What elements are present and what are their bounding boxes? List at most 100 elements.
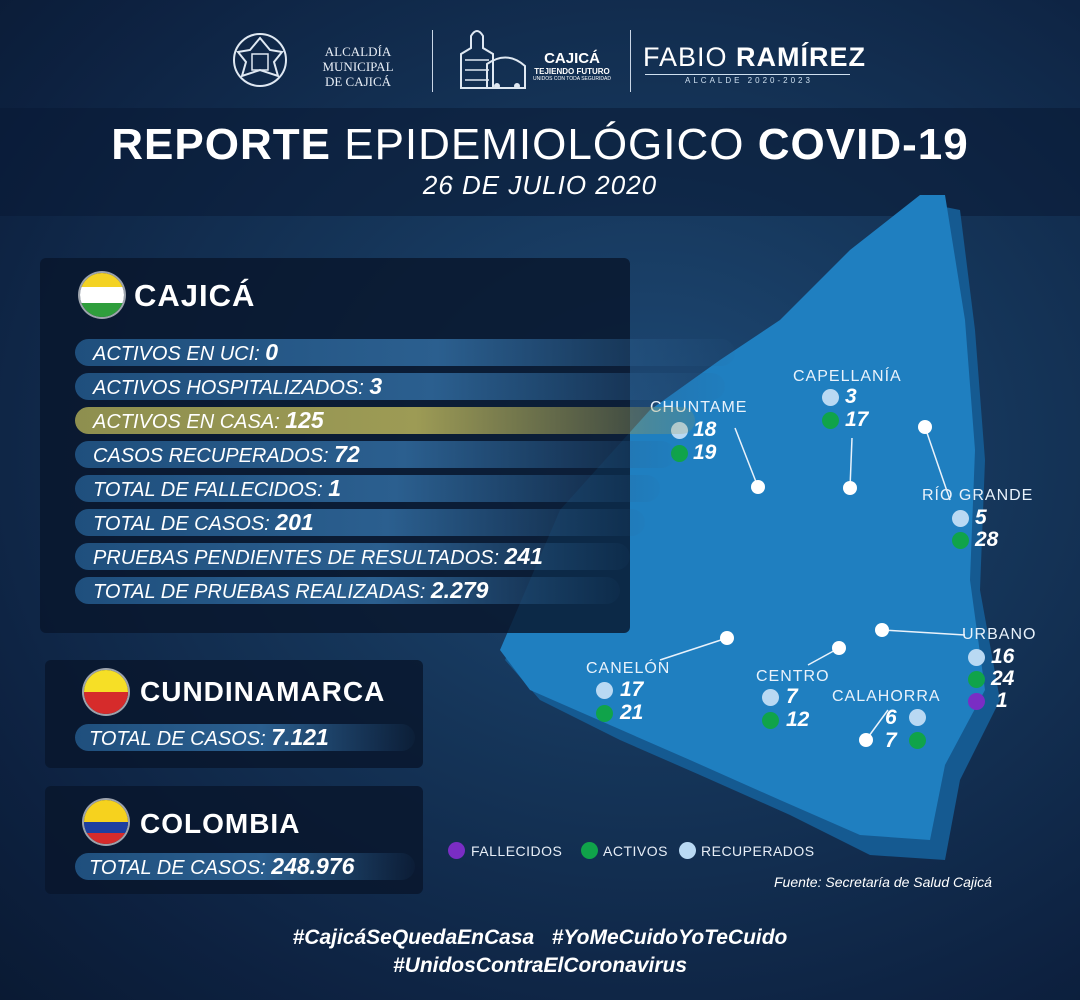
- centro-activos: 12: [786, 708, 810, 731]
- header-divider-2: [630, 30, 631, 92]
- header-divider: [432, 30, 433, 92]
- cajica-brand: CAJICÁ TEJIENDO FUTURO UNIDOS CON TODA S…: [524, 50, 620, 83]
- recuperados-dot: [952, 510, 969, 527]
- map-pin-urbano[interactable]: [875, 623, 889, 637]
- stat-label: ACTIVOS HOSPITALIZADOS:: [93, 377, 364, 399]
- stat-row-pruebas: TOTAL DE PRUEBAS REALIZADAS: 2.279: [75, 577, 620, 604]
- sector-label-urbano: URBANO: [962, 626, 1037, 643]
- stat-value: 0: [265, 339, 279, 365]
- coat-of-arms-icon: [233, 33, 287, 87]
- cajica-flag-icon: [80, 273, 124, 317]
- mayor-last-name: RAMÍREZ: [736, 42, 867, 72]
- map-pin-canelon[interactable]: [720, 631, 734, 645]
- mayor-name: FABIO RAMÍREZ: [643, 42, 866, 73]
- stat-value: 3: [369, 373, 383, 399]
- sector-label-capellania: CAPELLANÍA: [793, 368, 902, 385]
- rio-grande-activos: 28: [975, 528, 999, 551]
- title-band: [0, 108, 1080, 216]
- stat-label: CASOS RECUPERADOS:: [93, 445, 329, 467]
- stat-value: 2.279: [430, 577, 489, 603]
- activos-dot: [968, 671, 985, 688]
- calahorra-recuperados: 6: [885, 706, 897, 729]
- title-part2: EPIDEMIOLÓGICO: [344, 120, 745, 169]
- stat-label: ACTIVOS EN UCI:: [93, 343, 260, 365]
- cajica-brand-name: CAJICÁ: [544, 50, 600, 67]
- canelon-recuperados: 17: [620, 678, 644, 701]
- activos-dot: [671, 445, 688, 462]
- sector-label-rio-grande: RÍO GRANDE: [922, 487, 1034, 504]
- cajica-slogan2: UNIDOS CON TODA SEGURIDAD: [533, 76, 611, 82]
- source-note: Fuente: Secretaría de Salud Cajicá: [774, 874, 992, 890]
- mayor-underline: [645, 74, 850, 75]
- legend-activos-dot: [581, 842, 598, 859]
- stat-label: ACTIVOS EN CASA:: [93, 411, 280, 433]
- cundinamarca-total-row: TOTAL DE CASOS: 7.121: [75, 724, 415, 751]
- hashtags-line1: #CajicáSeQuedaEnCasa #YoMeCuidoYoTeCuido: [0, 926, 1080, 950]
- stat-label: TOTAL DE CASOS:: [89, 857, 266, 879]
- legend-activos: ACTIVOS: [603, 843, 668, 859]
- title-part3: COVID-19: [757, 120, 969, 169]
- alcaldia-logo-text: ALCALDÍA MUNICIPAL DE CAJICÁ: [293, 44, 423, 89]
- colombia-flag-icon: [84, 800, 128, 844]
- recuperados-dot: [909, 709, 926, 726]
- title-part1: REPORTE: [111, 120, 331, 169]
- stat-value: 248.976: [271, 853, 355, 879]
- mayor-role: ALCALDE 2020-2023: [685, 76, 813, 85]
- sector-label-calahorra: CALAHORRA: [832, 688, 941, 705]
- stat-row-recuperados: CASOS RECUPERADOS: 72: [75, 441, 675, 468]
- recuperados-dot: [822, 389, 839, 406]
- stat-row-en-casa: ACTIVOS EN CASA: 125: [75, 407, 695, 434]
- cajica-slogan: TEJIENDO FUTURO: [534, 67, 610, 76]
- stat-row-fallecidos: TOTAL DE FALLECIDOS: 1: [75, 475, 660, 502]
- chuntame-activos: 19: [693, 441, 717, 464]
- stat-row-uci: ACTIVOS EN UCI: 0: [75, 339, 735, 366]
- stat-value: 201: [275, 509, 314, 535]
- legend-fallecidos: FALLECIDOS: [471, 843, 563, 859]
- activos-dot: [822, 412, 839, 429]
- chuntame-recuperados: 18: [693, 418, 717, 441]
- hashtag-unidos[interactable]: #UnidosContraElCoronavirus: [392, 954, 688, 977]
- activos-dot: [952, 532, 969, 549]
- rio-grande-recuperados: 5: [975, 506, 987, 529]
- colombia-title: COLOMBIA: [140, 808, 301, 839]
- mayor-first-name: FABIO: [643, 42, 728, 72]
- cajica-title: CAJICÁ: [134, 278, 256, 313]
- map-pin-rio-grande[interactable]: [918, 420, 932, 434]
- colombia-total-row: TOTAL DE CASOS: 248.976: [75, 853, 415, 880]
- sector-label-centro: CENTRO: [756, 668, 830, 685]
- map-pin-centro[interactable]: [832, 641, 846, 655]
- page-title: REPORTE EPIDEMIOLÓGICO COVID-19: [0, 120, 1080, 170]
- header-bar: ALCALDÍA MUNICIPAL DE CAJICÁ CAJICÁ TEJI…: [0, 0, 1080, 108]
- urbano-activos: 24: [991, 667, 1015, 690]
- capellania-activos: 17: [845, 408, 869, 431]
- fallecidos-dot: [968, 693, 985, 710]
- centro-recuperados: 7: [786, 685, 798, 708]
- hashtag-yomecuido[interactable]: #YoMeCuidoYoTeCuido: [551, 926, 788, 949]
- stat-value: 241: [504, 543, 543, 569]
- stat-label: TOTAL DE CASOS:: [93, 513, 270, 535]
- capitol-train-icon: [460, 30, 526, 89]
- map-pin-chuntame[interactable]: [751, 480, 765, 494]
- legend-recuperados-dot: [679, 842, 696, 859]
- stat-value: 1: [328, 475, 342, 501]
- stat-label: TOTAL DE PRUEBAS REALIZADAS:: [93, 581, 426, 603]
- stat-label: TOTAL DE FALLECIDOS:: [93, 479, 323, 501]
- map-pin-calahorra[interactable]: [859, 733, 873, 747]
- stat-label: TOTAL DE CASOS:: [89, 728, 266, 750]
- map-region-shape: [500, 195, 985, 840]
- stat-value: 72: [334, 441, 360, 467]
- capellania-recuperados: 3: [845, 385, 857, 408]
- report-date: 26 DE JULIO 2020: [422, 170, 658, 200]
- legend-recuperados: RECUPERADOS: [701, 843, 815, 859]
- sector-label-canelon: CANELÓN: [586, 660, 671, 677]
- activos-dot: [909, 732, 926, 749]
- urbano-fallecidos: 1: [996, 689, 1008, 712]
- recuperados-dot: [596, 682, 613, 699]
- hashtag-cajica[interactable]: #CajicáSeQuedaEnCasa: [292, 926, 535, 949]
- recuperados-dot: [968, 649, 985, 666]
- alcaldia-line1: ALCALDÍA MUNICIPAL: [322, 44, 394, 74]
- urbano-recuperados: 16: [991, 645, 1015, 668]
- map-pin-capellania[interactable]: [843, 481, 857, 495]
- calahorra-activos: 7: [885, 729, 897, 752]
